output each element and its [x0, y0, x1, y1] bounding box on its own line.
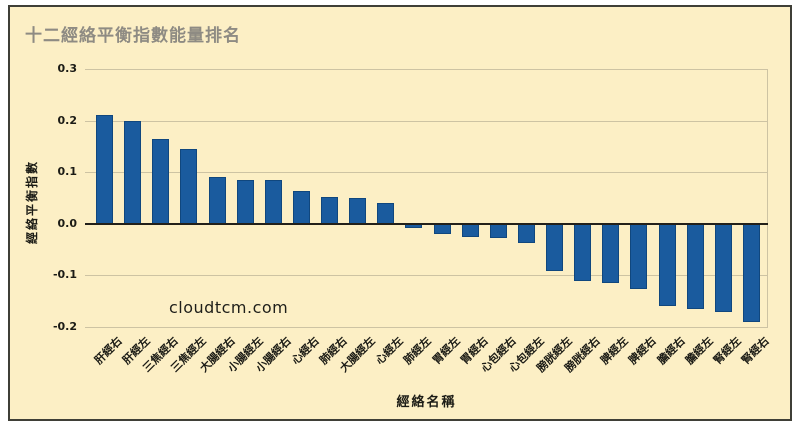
bar: [180, 148, 198, 224]
x-tick-label: 心經右: [288, 334, 322, 367]
x-tick-label: 胃經左: [429, 334, 463, 367]
plot-area: 0.3 0.2 0.1 0.0 -0.1 -0.2 肝經右 肝經左 三焦經右 三焦經左 大腸經右 小腸…: [53, 62, 772, 375]
bar: [489, 223, 507, 238]
bar: [208, 177, 226, 224]
x-axis-label: 經絡名稱: [396, 395, 457, 410]
bar: [461, 223, 479, 237]
x-tick-label: 心經左: [373, 334, 406, 367]
bar: [292, 191, 310, 224]
bar: [517, 223, 535, 243]
bar: [433, 223, 451, 235]
bar: [377, 203, 395, 224]
x-tick-label: 膽經左: [682, 334, 716, 367]
bar: [658, 223, 676, 307]
bar: [124, 120, 142, 224]
gridline: [85, 120, 768, 122]
y-tick-label: -0.2: [52, 320, 77, 333]
plot-right-spine: [767, 69, 768, 327]
bar: [321, 196, 339, 224]
y-axis-label: 經絡平衡指數: [25, 160, 39, 245]
chart-title: 十二經絡平衡指數能量排名: [25, 26, 241, 46]
y-tick-label: 0.2: [57, 113, 78, 127]
x-tick-label: 膽經右: [654, 334, 688, 367]
x-tick-label: 肺經左: [401, 334, 435, 367]
x-tick-label: 脾經左: [598, 334, 631, 367]
bar: [686, 223, 704, 309]
bar: [96, 115, 113, 224]
y-tick-label: 0.0: [57, 216, 78, 230]
bar: [574, 223, 592, 281]
watermark-text: cloudtcm.com: [169, 298, 289, 317]
x-tick-label: 腎經左: [710, 334, 744, 367]
gridline: [85, 172, 768, 174]
bar: [236, 179, 254, 224]
bar: [602, 223, 620, 284]
bar: [349, 198, 367, 224]
x-tick-label: 脾經右: [626, 334, 660, 367]
bar: [742, 223, 760, 322]
y-tick-label: -0.1: [52, 268, 77, 282]
x-tick-label: 腎經右: [739, 334, 772, 367]
y-tick-label: 0.1: [57, 165, 78, 179]
gridline: [85, 327, 768, 328]
bar: [152, 138, 170, 224]
gridline: [85, 69, 768, 70]
bar: [714, 223, 732, 312]
bar: [264, 179, 282, 224]
y-tick-label: 0.3: [57, 62, 78, 75]
bar: [630, 223, 648, 290]
bar: [546, 223, 564, 272]
zero-line: [85, 222, 768, 225]
gridline: [85, 275, 768, 277]
chart-card: 十二經絡平衡指數能量排名 0.3 0.2 0.1 0.0 -0.1 -0.2 肝經右 肝經左三…: [8, 5, 792, 421]
x-tick-label: 肝經右: [92, 334, 125, 367]
